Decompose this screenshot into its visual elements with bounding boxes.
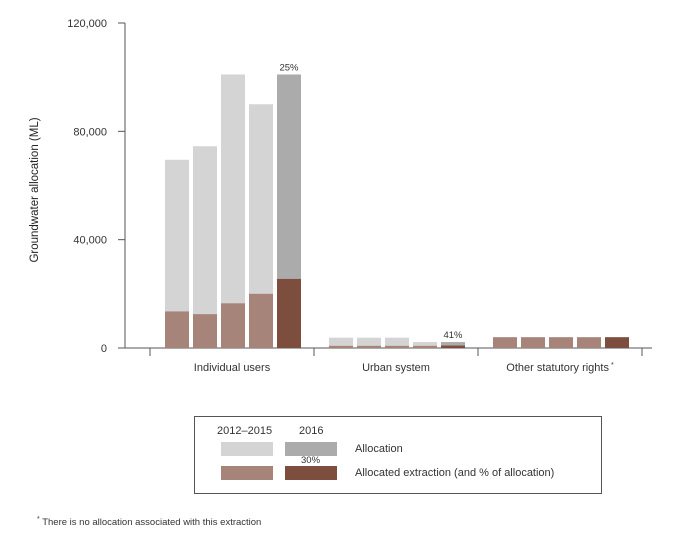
bar-extraction [165,311,189,348]
bar-extraction [441,345,465,348]
legend: 2012–2015 2016 Allocation 30% Allocated … [194,416,602,494]
y-tick-label: 40,000 [73,235,107,247]
x-category-label: Urban system [362,362,430,374]
legend-label-allocation: Allocation [355,443,403,455]
legend-swatch-extraction-2016 [285,466,337,480]
y-axis-label: Groundwater allocation (ML) [29,117,41,262]
bar-pct-label: 25% [279,62,299,73]
bar-allocation [357,337,381,348]
x-category-label: Other statutory rights * [506,362,614,374]
footnote: * There is no allocation associated with… [37,516,261,528]
footnote-marker: * [37,516,40,523]
chart: 0 40,000 80,000 120,000 25% Individual users 4… [29,18,652,374]
footnote-marker-ref: * [611,362,614,369]
bar-extraction [277,278,301,348]
bar-extraction [549,337,573,348]
y-tick-label: 0 [101,343,107,355]
footnote-text: There is no allocation associated with t… [42,517,262,529]
bar-extraction [605,337,629,348]
plot-area: 0 40,000 80,000 120,000 25% Individual users 4… [67,18,652,374]
bar-allocation [441,342,465,348]
y-tick-label: 120,000 [67,18,107,30]
bar-pct-label: 41% [443,330,463,341]
bar-extraction [521,337,545,348]
legend-swatch-allocation-2012-2015 [221,442,273,456]
bar-extraction [493,337,517,348]
bar-extraction [329,345,353,348]
bar-allocation [221,74,245,348]
bar-allocation [385,337,409,348]
bar-extraction [357,345,381,348]
bar-extraction [577,337,601,348]
legend-swatch-extraction-2012-2015 [221,466,273,480]
bar-extraction [221,303,245,348]
bar-extraction [249,293,273,348]
legend-swatch-allocation-2016 [285,442,337,456]
legend-label-extraction: Allocated extraction (and % of allocatio… [355,467,555,479]
x-category-label: Individual users [194,362,271,374]
bar-extraction [385,345,409,348]
y-tick-label: 80,000 [73,126,107,138]
bar-allocation [413,342,437,348]
bar-extraction [193,314,217,348]
legend-example-pct: 30% [301,455,321,466]
legend-header-2016: 2016 [299,425,324,437]
legend-header-2012-2015: 2012–2015 [217,425,273,437]
bar-allocation [329,337,353,348]
bar-extraction [413,345,437,348]
